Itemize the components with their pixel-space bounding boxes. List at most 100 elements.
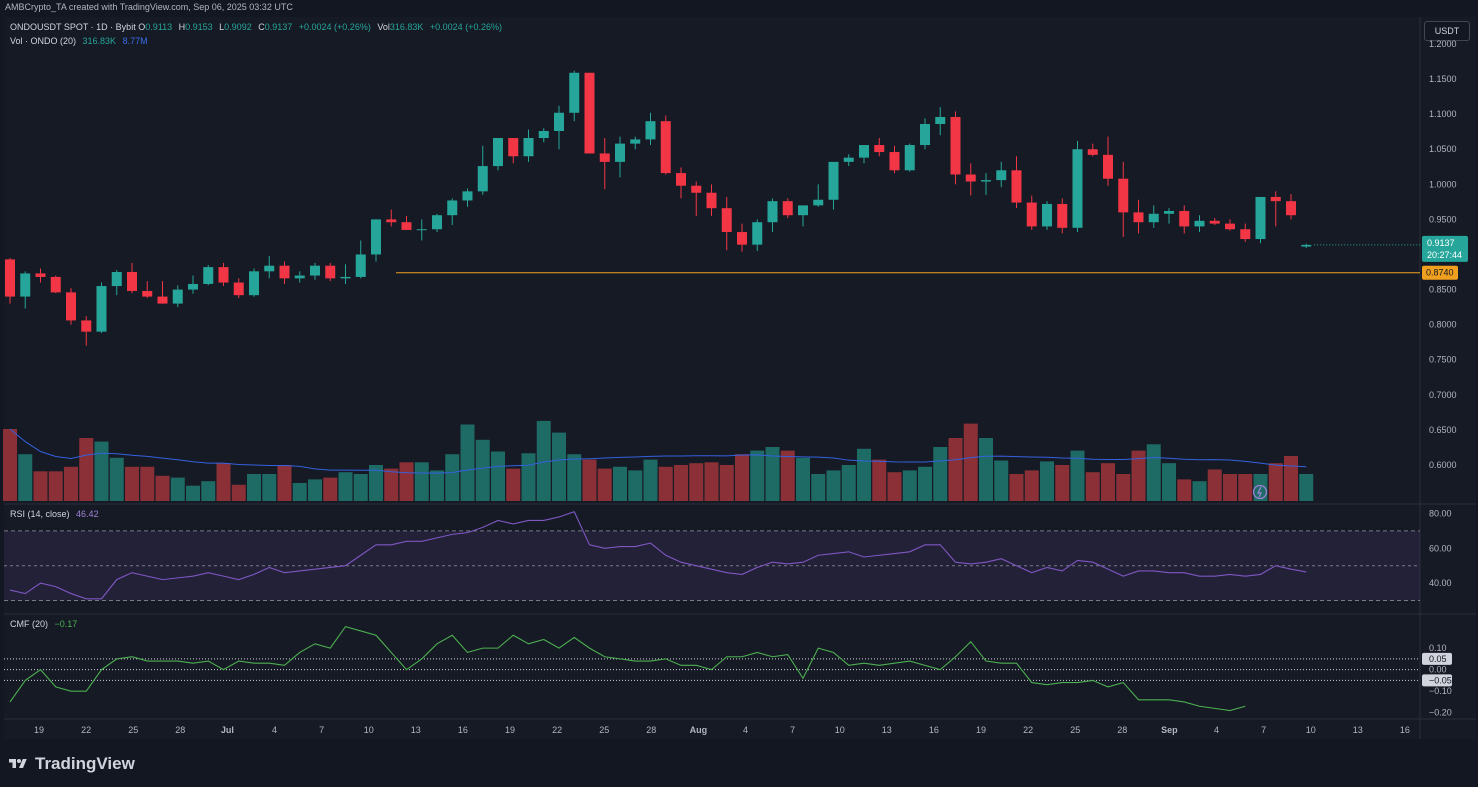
volume-bar (826, 470, 841, 501)
time-tick-label: 10 (1306, 725, 1316, 735)
volume-bar (658, 466, 673, 501)
candle-body (1225, 223, 1235, 230)
volume-bar (750, 450, 765, 501)
volume-bar (201, 481, 216, 501)
candle-body (676, 173, 686, 186)
candle-body (538, 131, 549, 139)
volume-value: 316.83K (389, 22, 424, 32)
candle-body (371, 219, 381, 255)
credit-text: AMBCrypto_TA created with TradingView.co… (5, 2, 293, 12)
volume-bar (719, 465, 734, 501)
candle-body (188, 283, 198, 290)
candle-body (1194, 220, 1205, 227)
volume-bar (628, 470, 643, 501)
price-tick-label: 1.1000 (1429, 109, 1457, 119)
time-tick-label: 22 (1023, 725, 1033, 735)
candle-body (691, 185, 702, 193)
volume-bar (1177, 479, 1192, 501)
time-tick-label: 16 (1400, 725, 1410, 735)
time-tick-label: 4 (272, 725, 277, 735)
volume-bar (353, 474, 368, 501)
volume-bar (597, 468, 612, 501)
candle-body (1057, 203, 1068, 228)
volume-bar (33, 471, 48, 501)
cmf-label[interactable]: CMF (20) (10, 619, 48, 629)
time-tick-label: 22 (81, 725, 91, 735)
candle-body (66, 292, 76, 321)
candle-body (1286, 201, 1296, 216)
time-tick-label: Jul (221, 725, 234, 735)
volume-bar (918, 466, 932, 501)
price-tick-label: 0.7000 (1429, 390, 1457, 400)
symbol-label[interactable]: ONDOUSDT SPOT · 1D · Bybit (10, 22, 136, 32)
volume-change: +0.0024 (+0.26%) (429, 22, 502, 32)
currency-button[interactable]: USDT (1424, 21, 1470, 41)
candle-body (294, 275, 305, 279)
candle-body (493, 138, 503, 167)
candle-body (96, 286, 107, 332)
price-tick-label: 0.8000 (1429, 320, 1457, 330)
volume-bar (1238, 474, 1253, 501)
candle-body (35, 273, 46, 277)
countdown-label: 20:27:44 (1427, 250, 1462, 260)
volume-ma-value: 8.77M (122, 36, 148, 46)
volume-bar (430, 470, 444, 501)
time-tick-label: 7 (790, 725, 795, 735)
volume-legend: Vol · ONDO (20) 316.83K 8.77M (10, 36, 148, 46)
support-price-label-bg (1422, 265, 1458, 280)
volume-bar (887, 472, 902, 501)
volume-bar (1055, 465, 1070, 501)
volume-bar (857, 448, 871, 501)
rsi-label[interactable]: RSI (14, close) (10, 509, 70, 519)
volume-bar (18, 454, 33, 501)
candle-body (157, 296, 168, 304)
time-tick-label: 19 (34, 725, 44, 735)
time-tick-label: 16 (458, 725, 468, 735)
volume-bar (780, 450, 795, 501)
candle-body (523, 138, 534, 157)
tradingview-logo[interactable]: TradingView (7, 754, 135, 774)
candle-body (950, 116, 961, 175)
candle-body (1011, 170, 1022, 203)
time-tick-label: 10 (364, 725, 374, 735)
volume-bar (613, 466, 627, 501)
candle-body (859, 145, 869, 158)
candle-body (920, 123, 930, 146)
candle-body (249, 271, 259, 296)
candle-body (1209, 220, 1220, 224)
volume-bar (475, 439, 490, 501)
candle-body (737, 232, 747, 245)
volume-bar (277, 465, 292, 501)
candle-body (615, 143, 625, 162)
candle-body (416, 229, 427, 231)
price-tick-label: 1.0500 (1429, 144, 1457, 154)
volume-bar (262, 474, 277, 501)
volume-bar (1192, 481, 1207, 501)
volume-bar (1223, 474, 1237, 501)
volume-bar (491, 451, 505, 501)
plot-area[interactable] (4, 17, 1476, 739)
candle-body (386, 219, 397, 223)
volume-indicator-label[interactable]: Vol · ONDO (20) (10, 36, 77, 46)
candle-body (767, 201, 778, 223)
tradingview-icon (9, 759, 27, 768)
candle-body (1164, 210, 1174, 214)
price-tick-label: 0.6000 (1429, 460, 1457, 470)
candle-body (462, 191, 473, 201)
rsi-line (9, 511, 1307, 600)
time-tick-label: 28 (646, 725, 656, 735)
change-value: +0.0024 (+0.26%) (298, 22, 371, 32)
candle-body (1148, 213, 1159, 223)
volume-bar (704, 462, 719, 501)
volume-bar (1162, 463, 1176, 501)
price-tick-label: 0.6500 (1429, 425, 1457, 435)
candle-body (310, 265, 320, 276)
volume-bar (1299, 474, 1314, 501)
time-tick-label: 13 (1353, 725, 1363, 735)
candle-body (111, 272, 122, 287)
volume-bar (841, 465, 856, 501)
candle-body (813, 199, 824, 206)
time-tick-label: 28 (1117, 725, 1127, 735)
current-price-label: 0.9137 (1427, 238, 1455, 248)
